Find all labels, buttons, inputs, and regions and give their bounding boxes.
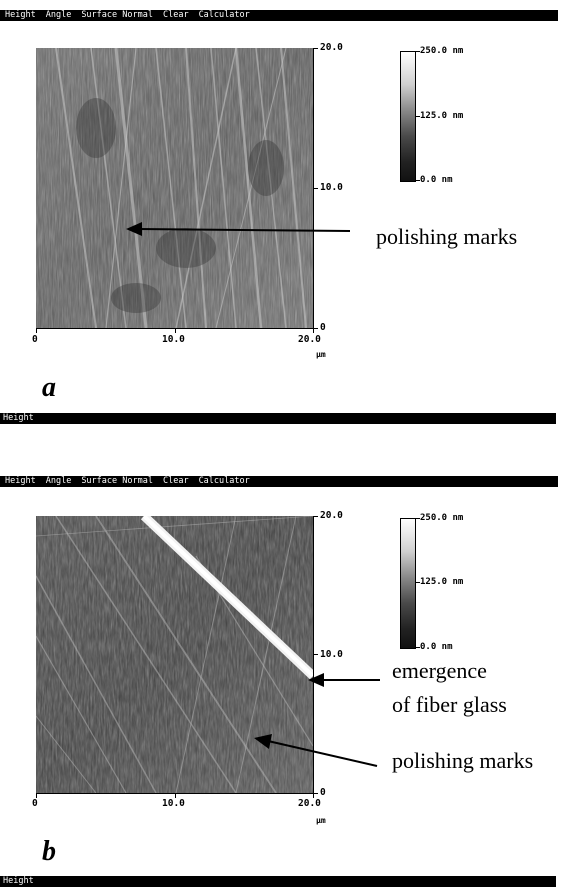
y-tick-label-a-0: 20.0 [320, 42, 343, 53]
status-bar-a: Height [0, 413, 556, 424]
y-tick-b-2 [313, 793, 318, 794]
y-tick-label-b-2: 0 [320, 787, 326, 798]
x-tick-b-2 [313, 793, 314, 798]
x-tick-label-a-1: 10.0 [162, 334, 185, 345]
annotation-fiber-glass-b: of fiber glass [392, 692, 507, 717]
colorbar-a [400, 51, 416, 182]
colorbar-label-a-max: 250.0 nm [420, 46, 464, 56]
colorbar-tick-a-mid [416, 116, 420, 117]
panel-letter-b: b [42, 836, 56, 867]
x-tick-label-a-2: 20.0 [298, 334, 321, 345]
y-tick-label-b-0: 20.0 [320, 510, 343, 521]
menu-height-b[interactable]: Height [5, 476, 36, 486]
menu-clear-a[interactable]: Clear [162, 10, 189, 20]
y-tick-a-1 [313, 188, 318, 189]
x-tick-label-b-0: 0 [32, 798, 38, 809]
y-tick-label-a-2: 0 [320, 322, 326, 333]
annotation-polishing-marks-b: polishing marks [392, 748, 534, 773]
colorbar-tick-b-mid [416, 582, 420, 583]
colorbar-label-a-mid: 125.0 nm [420, 111, 464, 121]
x-tick-label-b-2: 20.0 [298, 798, 321, 809]
x-tick-a-0 [36, 328, 37, 333]
status-bar-b: Height [0, 876, 556, 887]
annotation-emergence-b: emergence [392, 658, 487, 683]
menu-angle-b[interactable]: Angle [45, 476, 72, 486]
x-tick-a-2 [313, 328, 314, 333]
annotation-polishing-marks-a: polishing marks [376, 224, 518, 249]
x-tick-label-a-0: 0 [32, 334, 38, 345]
y-tick-a-2 [313, 328, 318, 329]
colorbar-tick-a-max [416, 51, 420, 52]
menu-clear-b[interactable]: Clear [162, 476, 189, 486]
afm-height-image-a [36, 48, 313, 328]
colorbar-tick-b-max [416, 518, 420, 519]
x-tick-label-b-1: 10.0 [162, 798, 185, 809]
menu-calculator-a[interactable]: Calculator [198, 10, 250, 20]
y-tick-label-b-1: 10.0 [320, 649, 343, 660]
colorbar-tick-a-min [416, 180, 420, 181]
colorbar-b [400, 518, 416, 649]
menu-height-a[interactable]: Height [5, 10, 36, 20]
menu-surface-normal-a[interactable]: Surface Normal [81, 10, 153, 20]
menu-surface-normal-b[interactable]: Surface Normal [81, 476, 153, 486]
colorbar-label-b-mid: 125.0 nm [420, 577, 464, 587]
x-tick-b-1 [175, 793, 176, 798]
colorbar-tick-b-min [416, 647, 420, 648]
afm-menubar-a: Height Angle Surface Normal Clear Calculator [0, 10, 558, 21]
x-unit-label-a: µm [316, 350, 326, 359]
colorbar-label-a-min: 0.0 nm [420, 175, 453, 185]
menu-angle-a[interactable]: Angle [45, 10, 72, 20]
panel-letter-a: a [42, 372, 56, 403]
x-tick-b-0 [36, 793, 37, 798]
y-tick-b-1 [313, 654, 318, 655]
y-tick-label-a-1: 10.0 [320, 182, 343, 193]
colorbar-label-b-min: 0.0 nm [420, 642, 453, 652]
menu-calculator-b[interactable]: Calculator [198, 476, 250, 486]
colorbar-label-b-max: 250.0 nm [420, 513, 464, 523]
y-axis-line-b [313, 516, 314, 794]
afm-menubar-b: Height Angle Surface Normal Clear Calculator [0, 476, 558, 487]
y-tick-b-0 [313, 516, 318, 517]
x-tick-a-1 [175, 328, 176, 333]
y-tick-a-0 [313, 48, 318, 49]
x-unit-label-b: µm [316, 816, 326, 825]
